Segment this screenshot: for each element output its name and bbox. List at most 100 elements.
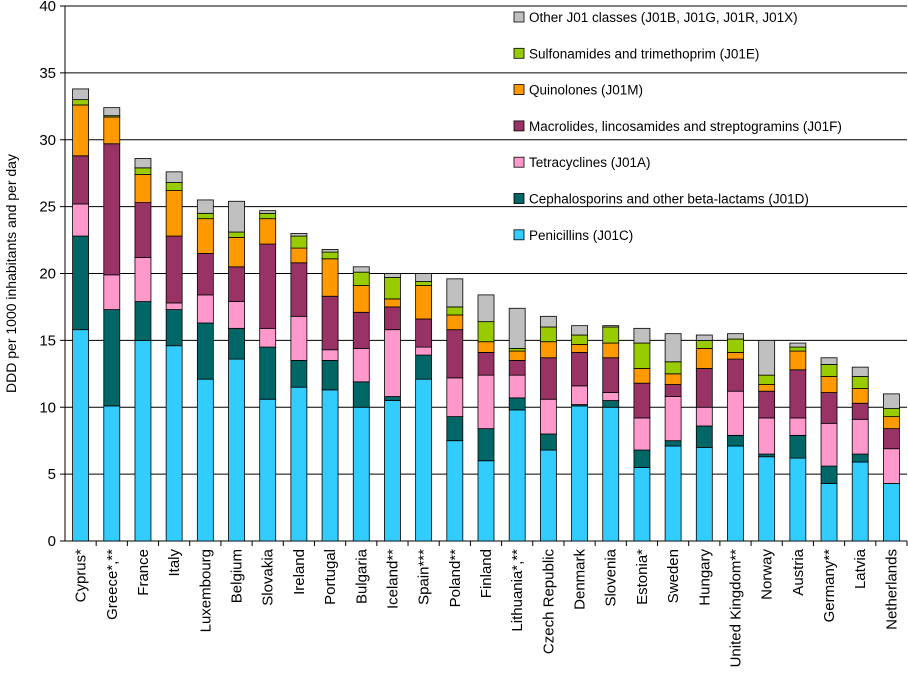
bar-segment-10-1 [352, 406, 370, 542]
x-tick-label: Norway [759, 549, 776, 600]
bar-segment-9-4 [321, 295, 339, 351]
bar-segment-10-3 [352, 347, 370, 383]
bar-segment-7-7 [259, 210, 277, 214]
bar-segment-24-5 [789, 350, 807, 371]
bar-segment-20-3 [664, 396, 682, 442]
bar-segment-1-3 [72, 203, 89, 237]
bar-segment-1-4 [72, 155, 89, 205]
y-tick-label: 30 [39, 132, 56, 149]
bar-segment-5-7 [196, 199, 214, 214]
bar-segment-23-3 [758, 417, 776, 455]
x-tick-label: Sweden [665, 549, 682, 603]
legend-swatch-6 [513, 47, 525, 59]
bar-segment-21-7 [695, 334, 713, 341]
bar-segment-3-2 [134, 301, 152, 341]
bar-segment-17-6 [571, 334, 588, 345]
bar-segment-20-2 [664, 440, 682, 447]
x-tick-label: Cyprus* [73, 549, 90, 603]
bar-segment-26-7 [851, 366, 869, 377]
bar-segment-11-3 [384, 329, 401, 397]
bar-segment-1-1 [72, 329, 89, 542]
bar-segment-11-2 [384, 396, 401, 401]
bar-segment-15-4 [508, 360, 526, 376]
legend-label-2: Cephalosporins and other beta-lactams (J… [529, 192, 809, 207]
bar-segment-25-1 [820, 483, 838, 542]
legend-label-6: Sulfonamides and trimethoprim (J01E) [529, 46, 759, 61]
x-tick-label: France [135, 549, 152, 596]
bar-segment-18-7 [602, 325, 620, 328]
bar-segment-16-7 [539, 315, 557, 328]
bar-segment-17-1 [571, 405, 588, 542]
legend-label-7: Other J01 classes (J01B, J01G, J01R, J01… [529, 10, 798, 25]
bar-segment-18-2 [602, 400, 620, 408]
bar-segment-18-5 [602, 342, 620, 359]
bar-segment-27-5 [883, 416, 900, 430]
x-tick-label: Austria [790, 548, 807, 595]
bar-segment-13-6 [446, 306, 464, 316]
bar-segment-27-7 [883, 393, 900, 409]
bar-segment-17-7 [571, 325, 588, 336]
x-tick-label: Finland [478, 549, 495, 598]
bar-segment-14-5 [477, 341, 495, 353]
bar-segment-8-7 [290, 232, 308, 237]
bar-segment-22-5 [727, 352, 744, 360]
bar-segment-11-6 [384, 277, 401, 300]
bar-segment-27-6 [883, 408, 900, 418]
bar-segment-6-3 [228, 301, 245, 329]
bar-segment-19-2 [633, 449, 651, 468]
bar-segment-2-5 [103, 116, 121, 145]
bar-segment-9-6 [321, 251, 339, 260]
bar-segment-18-1 [602, 406, 620, 542]
bar-segment-23-4 [758, 390, 776, 419]
bar-segment-16-3 [539, 398, 557, 435]
bar-segment-4-5 [165, 190, 183, 237]
bar-segment-11-1 [384, 400, 401, 542]
bar-segment-3-3 [134, 257, 152, 302]
x-tick-label: Slovakia [260, 548, 277, 605]
bar-segment-7-2 [259, 346, 277, 400]
bar-segment-5-5 [196, 218, 214, 254]
y-tick-label: 40 [39, 0, 56, 15]
bar-segment-17-4 [571, 352, 588, 387]
bar-segment-13-5 [446, 314, 464, 331]
bar-segment-26-2 [851, 453, 869, 463]
x-tick-label: Hungary [696, 549, 713, 606]
bar-segment-10-7 [352, 266, 370, 273]
bar-segment-8-5 [290, 247, 308, 264]
bar-segment-23-2 [758, 453, 776, 458]
bar-segment-22-4 [727, 358, 744, 392]
bar-segment-20-1 [664, 445, 682, 542]
bar-segment-26-1 [851, 461, 869, 542]
bar-segment-15-7 [508, 307, 526, 349]
bar-segment-21-2 [695, 425, 713, 448]
bar-segment-16-2 [539, 433, 557, 451]
bar-segment-23-6 [758, 374, 776, 385]
bar-segment-24-2 [789, 434, 807, 459]
bar-segment-18-4 [602, 357, 620, 393]
bar-segment-6-1 [228, 358, 245, 542]
bar-segment-18-3 [602, 392, 620, 401]
x-tick-label: Ireland [291, 549, 308, 595]
bar-segment-25-2 [820, 465, 838, 484]
bar-segment-20-7 [664, 333, 682, 363]
x-tick-label: Estonia* [634, 549, 651, 605]
bar-segment-25-5 [820, 376, 838, 393]
x-tick-label: Netherlands [883, 549, 900, 630]
bar-segment-7-1 [259, 398, 277, 542]
bar-segment-18-6 [602, 326, 620, 344]
bar-segment-17-5 [571, 343, 588, 353]
bar-segment-5-2 [196, 322, 214, 380]
legend-swatch-5 [513, 84, 525, 95]
bar-segment-19-7 [633, 327, 651, 344]
bar-segment-23-1 [758, 456, 776, 542]
bar-segment-1-2 [72, 235, 89, 331]
x-tick-label: Spain*** [416, 549, 433, 605]
legend-swatch-2 [513, 193, 525, 204]
bar-segment-3-6 [134, 167, 152, 175]
bar-segment-20-5 [664, 373, 682, 385]
x-tick-label: Portugal [322, 549, 339, 605]
bar-segment-27-1 [883, 483, 900, 542]
bar-segment-7-3 [259, 327, 277, 348]
bar-segment-5-6 [196, 212, 214, 220]
bar-segment-26-6 [851, 376, 869, 389]
